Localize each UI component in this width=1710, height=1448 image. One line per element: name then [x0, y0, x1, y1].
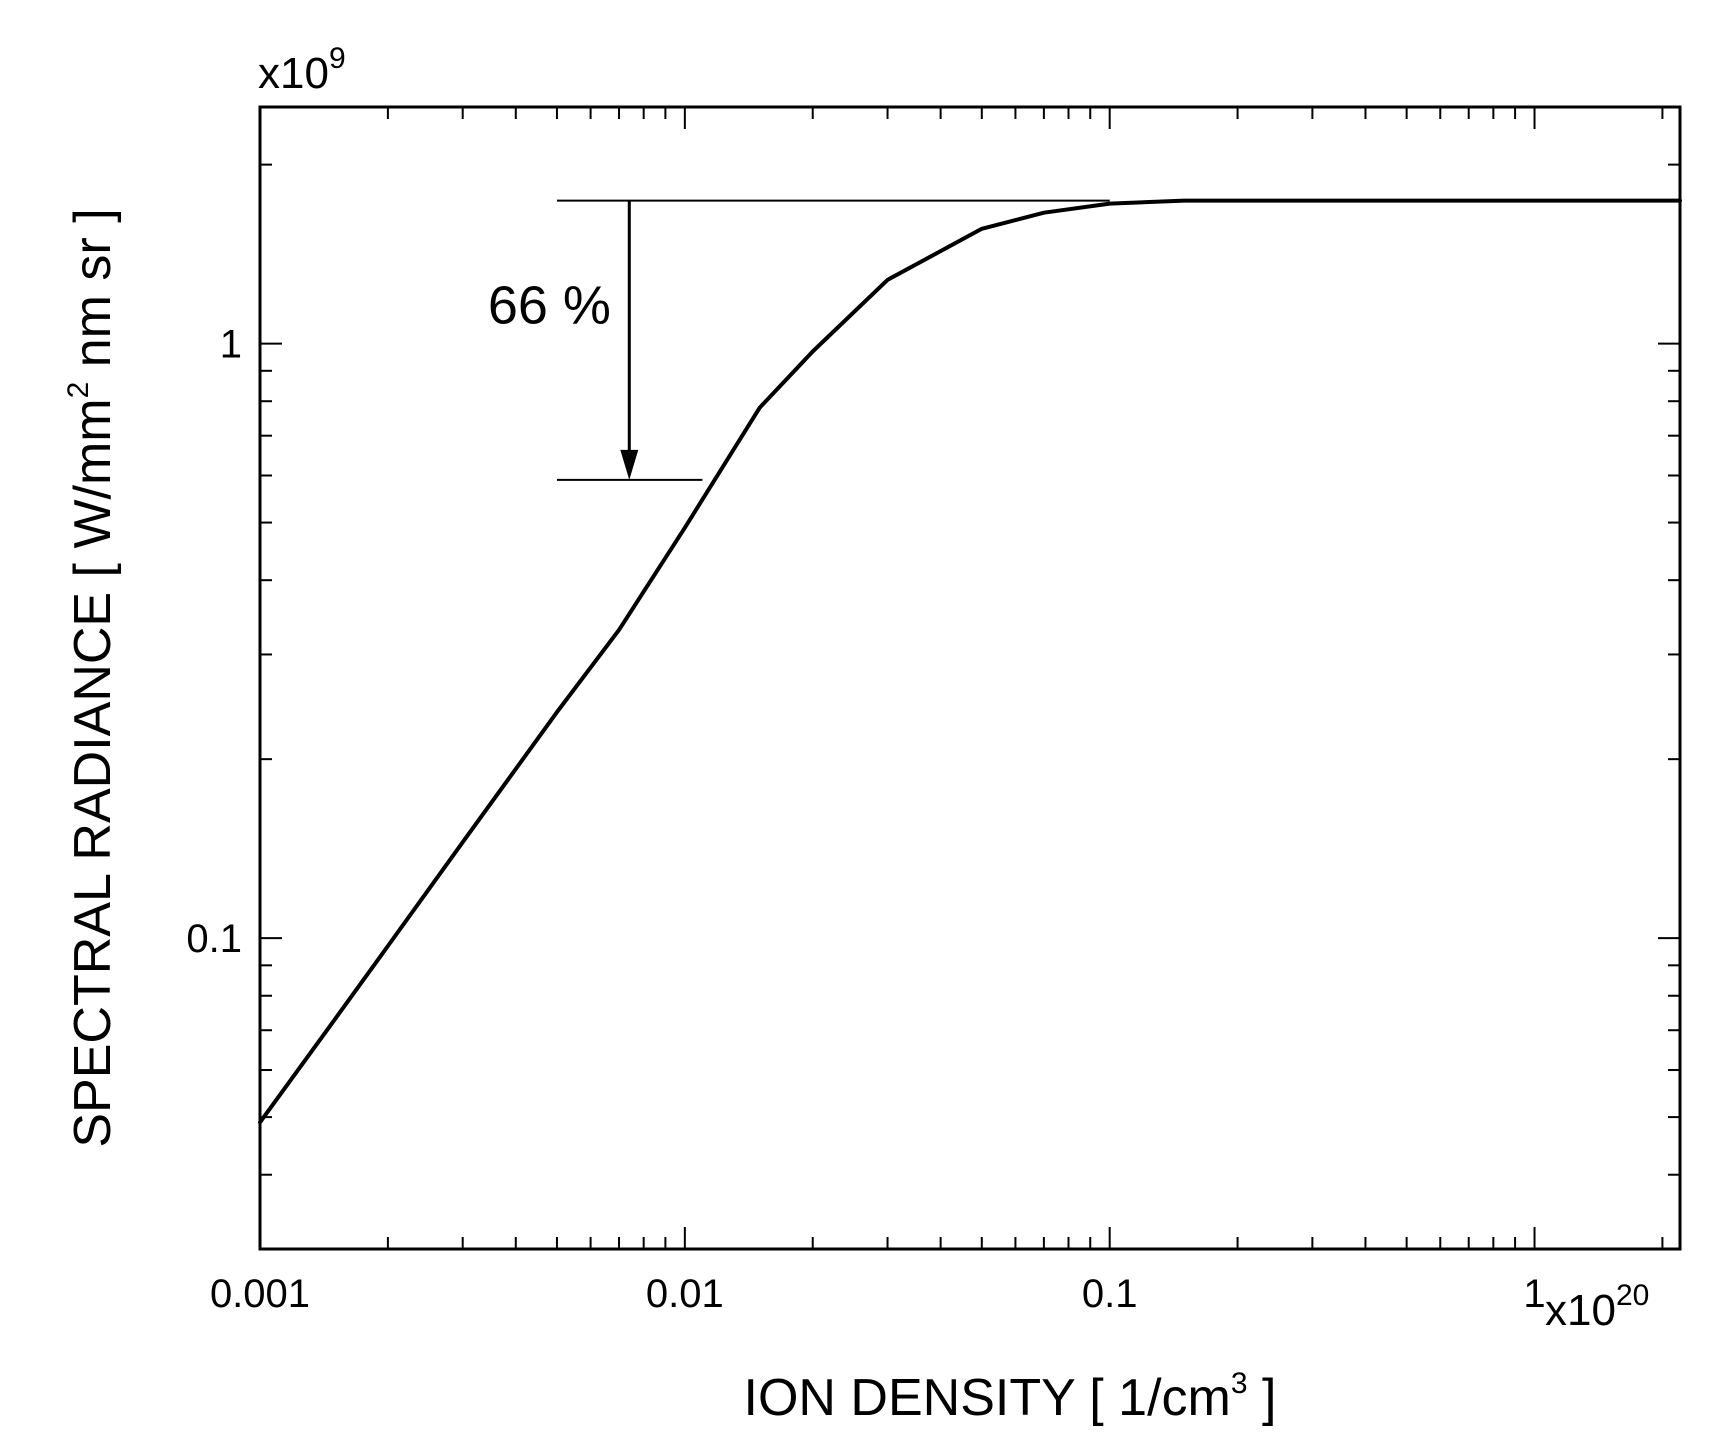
y-tick-labels: 0.11 — [186, 323, 242, 962]
x-axis-multiplier: x1020 — [1545, 1279, 1649, 1335]
plot-frame — [258, 105, 1682, 1251]
y-axis-title: SPECTRAL RADIANCE [ W/mm2 nm sr ] — [62, 208, 122, 1147]
x-tick-label: 0.1 — [1082, 1272, 1138, 1316]
series-line — [258, 198, 1682, 1125]
annotation-lines — [556, 199, 1110, 481]
y-axis-multiplier: x109 — [258, 42, 346, 98]
x-tick-label: 1 — [1523, 1272, 1545, 1316]
annotation-label: 66 % — [488, 276, 611, 336]
x-tick-label: 0.001 — [210, 1272, 310, 1316]
x-tick-label: 0.01 — [646, 1272, 724, 1316]
y-tick-label: 1 — [220, 323, 242, 367]
x-axis-title: ION DENSITY [ 1/cm3 ] — [744, 1367, 1277, 1427]
x-tick-labels: 0.001 0.01 0.1 1 — [210, 1272, 1546, 1316]
y-tick-label: 0.1 — [186, 917, 242, 961]
arrow-head — [620, 449, 639, 480]
tick-marks — [259, 107, 1680, 1250]
